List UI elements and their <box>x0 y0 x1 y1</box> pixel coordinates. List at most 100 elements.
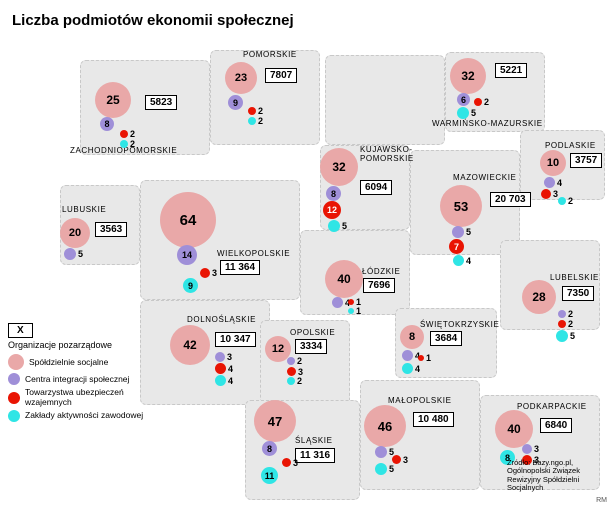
zaklady-dot <box>556 330 568 342</box>
legend-row: Spółdzielnie socjalne <box>8 354 168 370</box>
towarzystwa-dot <box>215 363 226 374</box>
org-count-box: 20 703 <box>490 192 531 207</box>
region-name: ŚLĄSKIE <box>295 436 333 445</box>
legend-swatch <box>8 410 20 422</box>
map-region-bg <box>140 180 300 300</box>
dot-value: 6 <box>457 93 470 106</box>
dot-value: 5 <box>570 331 575 341</box>
towarzystwa-dot <box>287 367 296 376</box>
map-region-bg <box>325 55 445 145</box>
dot-value: 3 <box>212 268 217 278</box>
region-name: KUJAWSKO- POMORSKIE <box>360 145 414 163</box>
dot-value: 8 <box>326 186 341 201</box>
org-count-box: 11 316 <box>295 448 335 463</box>
zaklady-dot <box>402 363 413 374</box>
towarzystwa-dot <box>120 130 128 138</box>
region-name: LUBUSKIE <box>62 205 106 214</box>
spoldzielnie-circle: 47 <box>254 400 296 442</box>
centra-dot <box>332 297 343 308</box>
spoldzielnie-circle: 28 <box>522 280 556 314</box>
dot-value: 3 <box>553 189 558 199</box>
region-name: ŚWIĘTOKRZYSKIE <box>420 320 499 329</box>
org-count-box: 11 364 <box>220 260 260 275</box>
spoldzielnie-circle: 23 <box>225 62 257 94</box>
dot-value: 3 <box>534 444 539 454</box>
region-name: ŁÓDZKIE <box>362 267 400 276</box>
dot-value: 3 <box>403 455 408 465</box>
region-name: DOLNOŚLĄSKIE <box>187 315 256 324</box>
dot-value: 2 <box>258 106 263 116</box>
dot-value: 8 <box>100 117 114 131</box>
zaklady-dot <box>120 140 128 148</box>
region-name: WIELKOPOLSKIE <box>217 249 290 258</box>
legend-swatch <box>8 392 20 404</box>
org-count-box: 7696 <box>363 278 395 293</box>
region-name: LUBELSKIE <box>550 273 599 282</box>
towarzystwa-dot <box>392 455 401 464</box>
towarzystwa-dot <box>558 320 566 328</box>
legend-row: Zakłady aktywności zawodowej <box>8 410 168 422</box>
region-name: PODLASKIE <box>545 141 596 150</box>
towarzystwa-dot <box>348 299 354 305</box>
legend: X Organizacje pozarządowe Spółdzielnie s… <box>8 320 168 422</box>
spoldzielnie-circle: 32 <box>450 58 486 94</box>
dot-value: 9 <box>228 95 243 110</box>
org-count-box: 10 347 <box>215 332 256 347</box>
region-name: PODKARPACKIE <box>517 402 587 411</box>
dot-value: 3 <box>293 458 298 468</box>
centra-dot <box>215 352 225 362</box>
spoldzielnie-circle: 40 <box>325 260 363 298</box>
legend-label: Towarzystwa ubezpieczeń wzajemnych <box>25 388 168 407</box>
legend-org-box: X <box>8 323 33 338</box>
zaklady-dot <box>453 255 464 266</box>
dot-value: 1 <box>356 306 361 316</box>
legend-org-label: Organizacje pozarządowe <box>8 340 168 350</box>
spoldzielnie-circle: 40 <box>495 410 533 448</box>
spoldzielnie-circle: 42 <box>170 325 210 365</box>
spoldzielnie-circle: 46 <box>364 405 406 447</box>
dot-value: 7 <box>449 239 464 254</box>
region-name: MAZOWIECKIE <box>453 173 517 182</box>
region-name: POMORSKIE <box>243 50 297 59</box>
dot-value: 9 <box>183 278 198 293</box>
zaklady-dot <box>248 117 256 125</box>
spoldzielnie-circle: 20 <box>60 218 90 248</box>
dot-value: 2 <box>297 356 302 366</box>
org-count-box: 3563 <box>95 222 127 237</box>
dot-value: 2 <box>484 97 489 107</box>
org-count-box: 7350 <box>562 286 594 301</box>
dot-value: 1 <box>426 353 431 363</box>
towarzystwa-dot <box>541 189 551 199</box>
org-count-box: 7807 <box>265 68 297 83</box>
dot-value: 2 <box>130 139 135 149</box>
dot-value: 14 <box>177 245 197 265</box>
legend-label: Zakłady aktywności zawodowej <box>25 411 143 420</box>
dot-value: 4 <box>228 364 233 374</box>
zaklady-dot <box>558 197 566 205</box>
dot-value: 5 <box>466 227 471 237</box>
spoldzielnie-circle: 8 <box>400 325 424 349</box>
org-count-box: 6094 <box>360 180 392 195</box>
dot-value: 12 <box>323 201 341 219</box>
org-count-box: 6840 <box>540 418 572 433</box>
dot-value: 5 <box>342 221 347 231</box>
centra-dot <box>522 444 532 454</box>
dot-value: 4 <box>228 376 233 386</box>
dot-value: 2 <box>258 116 263 126</box>
centra-dot <box>544 177 555 188</box>
towarzystwa-dot <box>200 268 210 278</box>
legend-row: Centra integracji społecznej <box>8 373 168 385</box>
dot-value: 2 <box>568 196 573 206</box>
centra-dot <box>402 350 413 361</box>
org-count-box: 3757 <box>570 153 602 168</box>
centra-dot <box>452 226 464 238</box>
region-name: OPOLSKIE <box>290 328 335 337</box>
region-name: WARMIŃSKO-MAZURSKIE <box>432 119 543 128</box>
zaklady-dot <box>457 107 469 119</box>
towarzystwa-dot <box>418 355 424 361</box>
org-count-box: 5823 <box>145 95 177 110</box>
dot-value: 5 <box>389 464 394 474</box>
dot-value: 3 <box>227 352 232 362</box>
dot-value: 2 <box>297 376 302 386</box>
dot-value: 8 <box>262 441 277 456</box>
